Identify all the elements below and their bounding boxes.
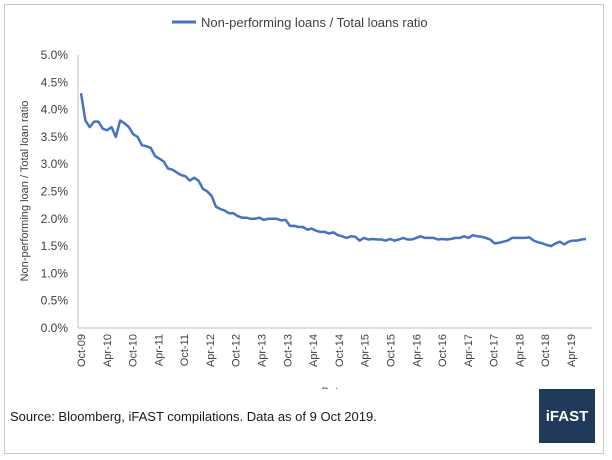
- legend: Non-performing loans / Total loans ratio: [172, 15, 428, 30]
- x-tick-label: Apr-16: [411, 334, 423, 367]
- x-axis-ticks: Oct-09 Apr-10 Oct-10 Apr-11 Oct-11 Apr-12 Oct-…: [76, 334, 578, 367]
- y-tick-label: 2.0%: [41, 212, 69, 226]
- y-tick-label: 5.0%: [41, 48, 69, 62]
- footer: [5, 389, 603, 453]
- x-tick-label: Apr-12: [205, 334, 217, 367]
- y-tick-label: 0.0%: [41, 321, 69, 335]
- y-tick-label: 2.5%: [41, 185, 69, 199]
- x-tick-label: Oct-13: [282, 334, 294, 367]
- y-tick-label: 3.5%: [41, 130, 69, 144]
- y-tick-label: 4.0%: [41, 103, 69, 117]
- ifast-logo: iFAST: [539, 389, 595, 443]
- y-tick-label: 4.5%: [41, 75, 69, 89]
- x-tick-label: Apr-18: [514, 334, 526, 367]
- y-tick-label: 1.5%: [41, 239, 69, 253]
- x-tick-label: Oct-18: [540, 334, 552, 367]
- legend-label: Non-performing loans / Total loans ratio: [201, 15, 428, 30]
- series-line: [79, 93, 587, 248]
- x-tick-label: Oct-09: [76, 334, 88, 367]
- y-tick-label: 3.0%: [41, 157, 69, 171]
- x-tick-label: Oct-12: [231, 334, 243, 367]
- x-tick-label: Apr-17: [463, 334, 475, 367]
- x-tick-label: Oct-16: [437, 334, 449, 367]
- x-tick-label: Oct-10: [128, 334, 140, 367]
- x-tick-label: Oct-17: [489, 334, 501, 367]
- y-axis-label: Non-performing loan / Total loan ratio: [19, 101, 31, 282]
- y-tick-label: 1.0%: [41, 266, 69, 280]
- x-tick-label: Apr-10: [102, 334, 114, 367]
- source-note: Source: Bloomberg, iFAST compilations. D…: [10, 409, 377, 424]
- x-tick-label: Oct-15: [385, 334, 397, 367]
- x-tick-label: Oct-11: [179, 334, 191, 366]
- x-tick-label: Apr-11: [153, 334, 165, 366]
- x-tick-label: Oct-14: [334, 334, 346, 367]
- x-tick-label: Apr-15: [360, 334, 372, 367]
- x-tick-label: Apr-13: [257, 334, 269, 367]
- y-tick-label: 0.5%: [41, 294, 69, 308]
- x-tick-label: Apr-19: [566, 334, 578, 367]
- x-tick-label: Apr-14: [308, 334, 320, 367]
- y-axis-ticks: 0.0% 0.5% 1.0% 1.5% 2.0% 2.5% 3.0% 3.5% 4.0% 4.5%…: [41, 48, 69, 335]
